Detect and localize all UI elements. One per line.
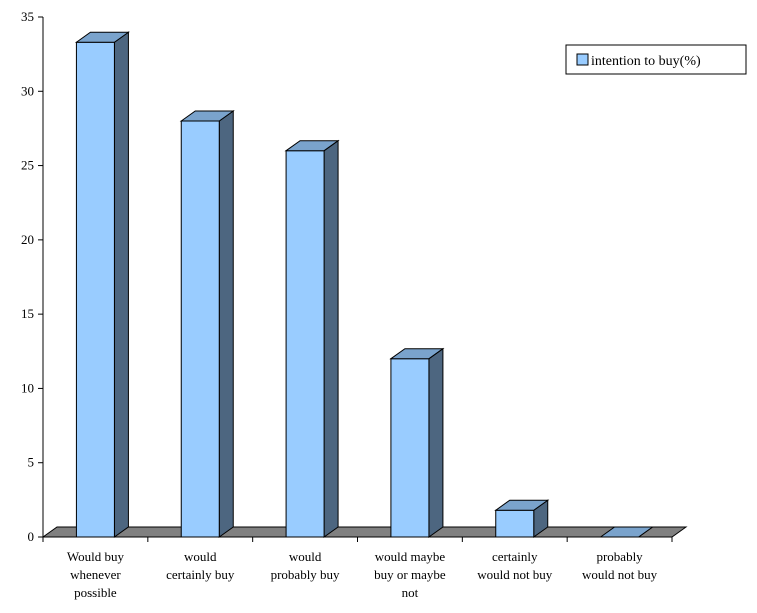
bar-side — [113, 31, 129, 538]
bar-front — [180, 120, 220, 538]
bar-side — [218, 110, 234, 538]
bar-front — [390, 358, 430, 538]
bar — [494, 499, 550, 538]
y-tick-label: 10 — [21, 380, 34, 395]
bar — [74, 31, 130, 538]
y-tick-label: 20 — [21, 232, 34, 247]
legend-swatch — [576, 53, 589, 66]
y-tick-label: 35 — [21, 9, 34, 24]
floor-plane — [41, 526, 688, 538]
bar-side — [323, 139, 339, 538]
bar-top — [389, 348, 445, 360]
x-category-label: would maybe buy or maybe not — [374, 549, 446, 600]
y-tick-label: 5 — [28, 455, 35, 470]
bar-top — [74, 31, 130, 43]
legend-box — [565, 44, 747, 75]
x-category-label: would certainly buy — [166, 549, 235, 582]
x-category-label: probably would not buy — [582, 549, 658, 582]
bar — [389, 347, 445, 538]
bar-top — [179, 110, 235, 122]
legend-label: intention to buy(%) — [591, 54, 701, 69]
chart-floor — [41, 526, 688, 538]
legend: intention to buy(%) — [565, 44, 747, 75]
bar-top — [599, 526, 655, 538]
bars — [74, 31, 655, 538]
y-tick-label: 15 — [21, 306, 34, 321]
bar-top — [494, 499, 550, 511]
bar — [599, 526, 655, 538]
bar-front — [495, 509, 535, 538]
x-category-label: Would buy whenever possible — [67, 549, 125, 600]
y-axis: 0 5 10 15 20 25 30 35 — [21, 9, 673, 544]
x-axis-labels: Would buy whenever possible would certainly … — [67, 549, 658, 600]
x-category-label: certainly would not buy — [477, 549, 553, 582]
y-tick-label: 25 — [21, 158, 34, 173]
bar-top — [284, 140, 340, 152]
bar-front — [285, 150, 325, 538]
bar-front — [75, 41, 115, 538]
x-category-label: would probably buy — [271, 549, 340, 582]
y-tick-label: 30 — [21, 83, 34, 98]
y-tick-label: 0 — [28, 529, 35, 544]
bar — [284, 139, 340, 538]
bar-side — [428, 347, 444, 538]
bar — [179, 110, 235, 538]
